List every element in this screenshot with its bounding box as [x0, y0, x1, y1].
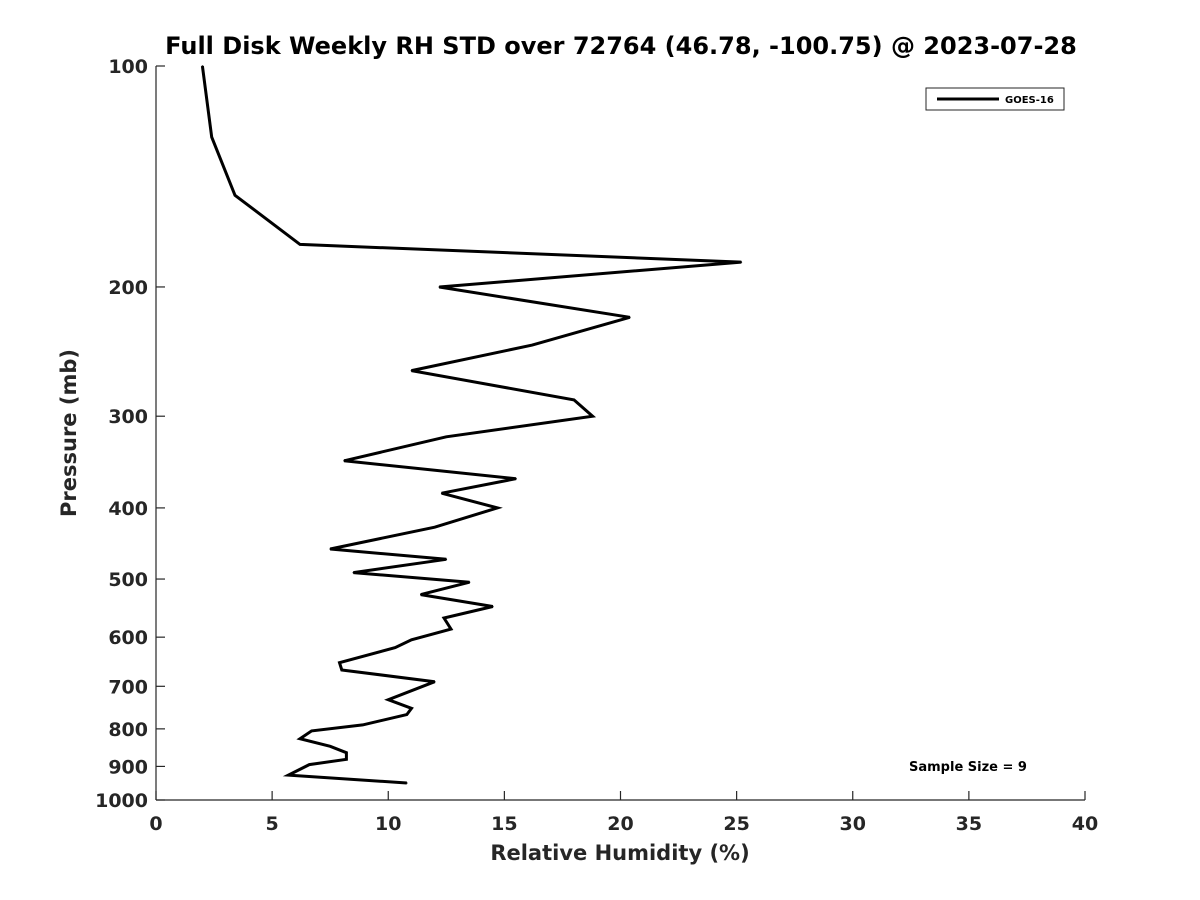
legend-label-goes-16: GOES-16	[1005, 95, 1054, 106]
x-tick-label-15: 15	[491, 813, 517, 835]
sample-size-annotation: Sample Size = 9	[909, 760, 1027, 775]
data-point-0-27	[338, 661, 341, 664]
data-point-0-32	[406, 713, 408, 716]
data-point-0-23	[443, 617, 445, 619]
chart-title: Full Disk Weekly RH STD over 72764 (46.7…	[165, 32, 1077, 60]
data-point-0-35	[299, 737, 301, 740]
data-point-0-41	[406, 782, 408, 784]
y-tick-label-200: 200	[108, 277, 148, 299]
data-point-0-34	[310, 730, 313, 732]
data-point-0-37	[345, 751, 348, 754]
series-group	[200, 65, 743, 785]
x-tick-label-10: 10	[375, 813, 401, 835]
data-point-0-28	[341, 669, 343, 671]
y-tick-label-800: 800	[108, 719, 148, 741]
data-point-0-24	[450, 628, 452, 630]
y-axis-ticks: 100 200 300 400 500 600 700 800 900 1000	[95, 56, 165, 812]
data-point-0-7	[531, 344, 533, 346]
x-axis-ticks: 0 5 10 15 20 25 30 35 40	[149, 791, 1098, 835]
data-point-0-13	[515, 477, 517, 480]
data-point-0-2	[234, 194, 236, 197]
data-point-0-9	[573, 399, 575, 401]
data-point-0-5	[438, 286, 441, 288]
data-point-0-21	[420, 593, 422, 596]
x-tick-label-40: 40	[1072, 813, 1098, 835]
data-point-0-22	[492, 605, 494, 608]
data-point-0-14	[440, 492, 443, 495]
data-point-0-19	[352, 571, 355, 574]
y-tick-label-1000: 1000	[95, 790, 148, 812]
data-point-0-1	[210, 136, 213, 138]
data-point-0-40	[287, 774, 290, 776]
y-tick-label-900: 900	[108, 756, 148, 778]
data-point-0-16	[433, 526, 436, 528]
y-tick-label-300: 300	[108, 406, 148, 428]
data-point-0-33	[361, 724, 364, 726]
data-point-0-3	[299, 243, 301, 246]
x-tick-label-0: 0	[149, 813, 162, 835]
data-point-0-8	[410, 369, 413, 372]
data-point-0-26	[394, 646, 397, 649]
x-axis-label: Relative Humidity (%)	[490, 841, 749, 865]
y-tick-label-500: 500	[108, 569, 148, 591]
data-point-0-31	[410, 707, 413, 710]
data-point-0-38	[345, 758, 348, 761]
y-axis-label: Pressure (mb)	[57, 349, 81, 517]
data-point-0-17	[329, 548, 332, 550]
x-tick-label-5: 5	[266, 813, 279, 835]
data-point-0-0	[201, 65, 204, 67]
y-tick-label-600: 600	[108, 627, 148, 649]
data-point-0-12	[343, 460, 345, 462]
data-point-0-18	[445, 558, 448, 561]
axes	[155, 66, 1085, 801]
data-point-0-29	[433, 680, 436, 683]
data-point-0-20	[468, 581, 471, 583]
legend: GOES-16	[925, 87, 1065, 111]
series-line-goes-16	[200, 65, 742, 785]
data-point-0-15	[496, 507, 499, 509]
data-point-0-4	[740, 261, 743, 263]
data-point-0-30	[387, 698, 390, 701]
y-tick-label-100: 100	[108, 56, 148, 78]
data-point-0-10	[591, 415, 594, 418]
x-tick-label-25: 25	[723, 813, 749, 835]
data-point-0-6	[629, 316, 631, 319]
data-point-0-36	[329, 745, 332, 748]
x-tick-label-35: 35	[956, 813, 982, 835]
data-point-0-25	[410, 639, 413, 641]
x-tick-label-30: 30	[840, 813, 866, 835]
x-tick-label-20: 20	[607, 813, 633, 835]
y-tick-label-700: 700	[108, 676, 148, 698]
data-point-0-39	[308, 763, 311, 766]
y-tick-label-400: 400	[108, 498, 148, 520]
data-point-0-11	[445, 436, 448, 438]
